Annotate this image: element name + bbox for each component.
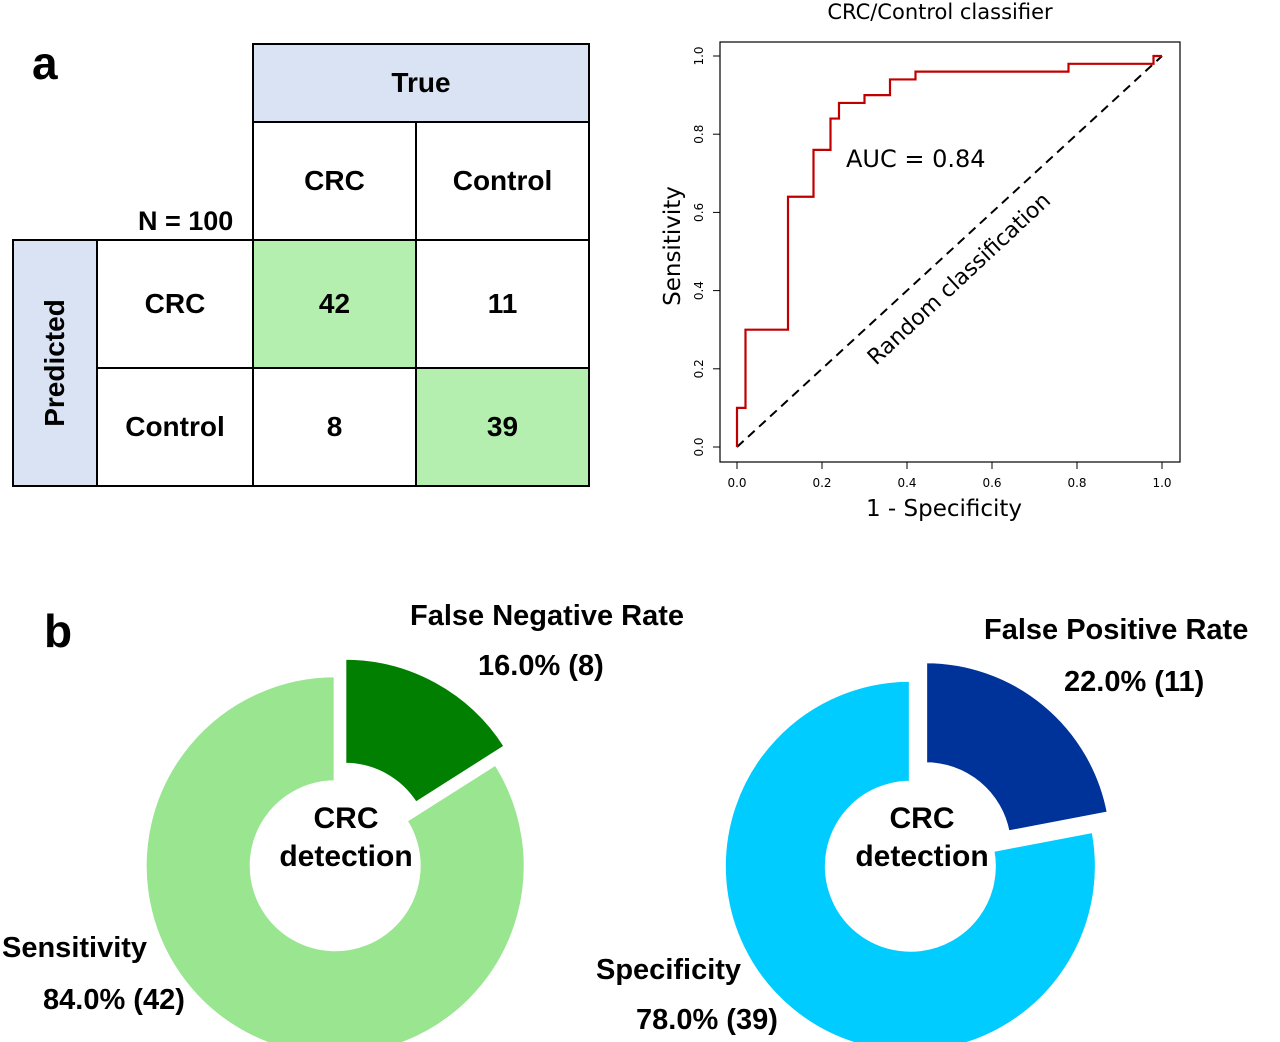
y-tick-label: 0.8 <box>692 125 706 144</box>
cell-crc-crc: 42 <box>252 239 417 369</box>
donut-slice-false-positive-rate <box>924 660 1111 834</box>
col-header-crc: CRC <box>252 121 417 241</box>
donut1-center-line-1: CRC <box>313 802 379 835</box>
donut2-center-line-2: detection <box>855 840 989 873</box>
roc-x-axis-label: 1 - Specificity <box>866 496 1022 522</box>
row-header-control: Control <box>96 367 254 487</box>
col-header-control: Control <box>415 121 590 241</box>
panel-a-label: a <box>32 37 58 89</box>
specificity-value: 78.0% (39) <box>636 1004 778 1036</box>
specificity-label: Specificity <box>596 954 742 986</box>
n-label: N = 100 <box>138 206 234 236</box>
y-tick-label: 0.4 <box>692 281 706 300</box>
y-tick-label: 0.0 <box>692 437 706 456</box>
panel-b-label: b <box>44 605 73 657</box>
sensitivity-label: Sensitivity <box>2 932 148 964</box>
donut2-center-label: CRC detection <box>842 800 1002 876</box>
x-tick-label: 0.0 <box>727 476 746 490</box>
y-tick-label: 0.2 <box>692 359 706 378</box>
x-tick-label: 1.0 <box>1152 476 1171 490</box>
roc-title: CRC/Control classifier <box>827 0 1053 24</box>
cell-crc-control: 11 <box>415 239 590 369</box>
x-tick-label: 0.2 <box>812 476 831 490</box>
roc-chart: CRC/Control classifier 0.0 0.2 0.4 0.6 0.8 1.… <box>660 0 1181 522</box>
sensitivity-value: 84.0% (42) <box>43 984 185 1016</box>
auc-annotation: AUC = 0.84 <box>846 145 986 173</box>
y-tick-label: 1.0 <box>692 46 706 65</box>
fpr-value: 22.0% (11) <box>1064 666 1205 698</box>
donut-slice-sensitivity <box>143 674 527 1042</box>
roc-y-axis-label: Sensitivity <box>660 186 686 306</box>
roc-plot-frame <box>719 41 1181 463</box>
true-header: True <box>252 43 590 123</box>
cell-control-control: 39 <box>415 367 590 487</box>
cell-control-crc: 8 <box>252 367 417 487</box>
x-tick-label: 0.4 <box>897 476 916 490</box>
donut1-center-line-2: detection <box>279 840 413 873</box>
random-classification-line <box>736 55 1163 448</box>
fnr-value: 16.0% (8) <box>478 650 604 682</box>
sensitivity-donut <box>143 656 527 1042</box>
x-tick-label: 0.8 <box>1067 476 1086 490</box>
roc-curve <box>735 54 1162 447</box>
donut-slice-false-negative-rate <box>343 656 508 806</box>
y-tick-label: 0.6 <box>692 203 706 222</box>
donut2-center-line-1: CRC <box>889 802 955 835</box>
fpr-label: False Positive Rate <box>984 614 1249 646</box>
predicted-header: Predicted <box>39 299 71 427</box>
donut1-center-label: CRC detection <box>266 800 426 876</box>
donut-slice-specificity <box>722 678 1098 1042</box>
row-header-crc: CRC <box>96 239 254 369</box>
random-classification-label: Random classification <box>863 188 1056 370</box>
specificity-donut <box>722 660 1111 1042</box>
x-tick-label: 0.6 <box>982 476 1001 490</box>
predicted-header-cell: Predicted <box>12 239 98 487</box>
fnr-label: False Negative Rate <box>410 600 685 632</box>
